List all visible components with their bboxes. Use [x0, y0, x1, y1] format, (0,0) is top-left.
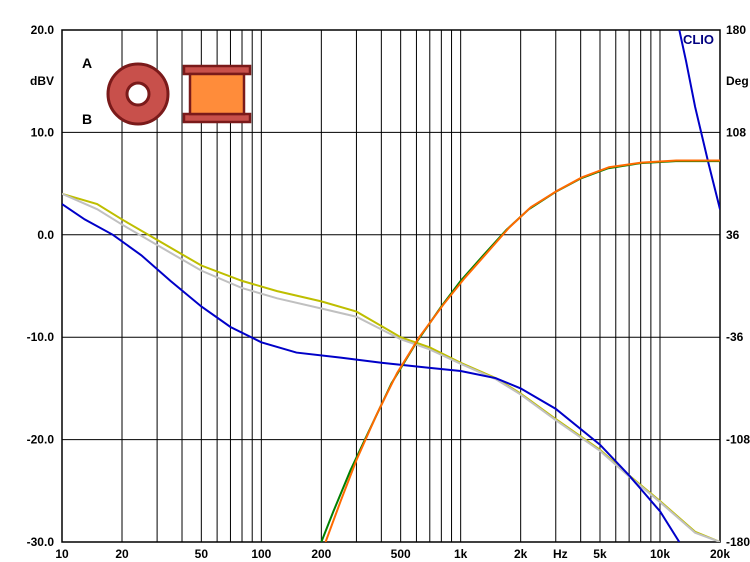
- legend-label-a: A: [82, 55, 92, 71]
- spool-body-icon: [190, 74, 244, 114]
- x-tick-label: 50: [195, 547, 209, 561]
- yright-tick-label: 108: [726, 125, 746, 139]
- x-tick-label: 200: [311, 547, 331, 561]
- yleft-tick-label: -10.0: [27, 330, 55, 344]
- yright-tick-label: 36: [726, 228, 740, 242]
- frequency-response-chart: -30.0-20.0-10.00.010.020.0dBV-180-108-36…: [0, 0, 750, 562]
- yleft-tick-label: 0.0: [37, 228, 54, 242]
- yright-unit-label: Deg: [726, 74, 749, 88]
- x-tick-label: 100: [251, 547, 271, 561]
- x-tick-label: 1k: [454, 547, 468, 561]
- x-tick-label: 20k: [710, 547, 730, 561]
- ring-hole-icon: [127, 83, 149, 105]
- yright-tick-label: -36: [726, 330, 744, 344]
- x-tick-label: 10: [55, 547, 69, 561]
- x-tick-label: 20: [115, 547, 129, 561]
- x-tick-label: 500: [391, 547, 411, 561]
- x-tick-label: 2k: [514, 547, 528, 561]
- yleft-tick-label: 10.0: [31, 125, 55, 139]
- brand-label: CLIO: [683, 32, 714, 47]
- chart-container: -30.0-20.0-10.00.010.020.0dBV-180-108-36…: [0, 0, 750, 562]
- yleft-tick-label: -30.0: [27, 535, 55, 549]
- yleft-tick-label: -20.0: [27, 433, 55, 447]
- x-unit-label: Hz: [553, 547, 568, 561]
- legend-label-b: B: [82, 111, 92, 127]
- x-tick-label: 10k: [650, 547, 670, 561]
- yright-tick-label: -108: [726, 433, 750, 447]
- x-tick-label: 5k: [593, 547, 607, 561]
- yleft-tick-label: 20.0: [31, 23, 55, 37]
- yleft-unit-label: dBV: [30, 74, 54, 88]
- yright-tick-label: 180: [726, 23, 746, 37]
